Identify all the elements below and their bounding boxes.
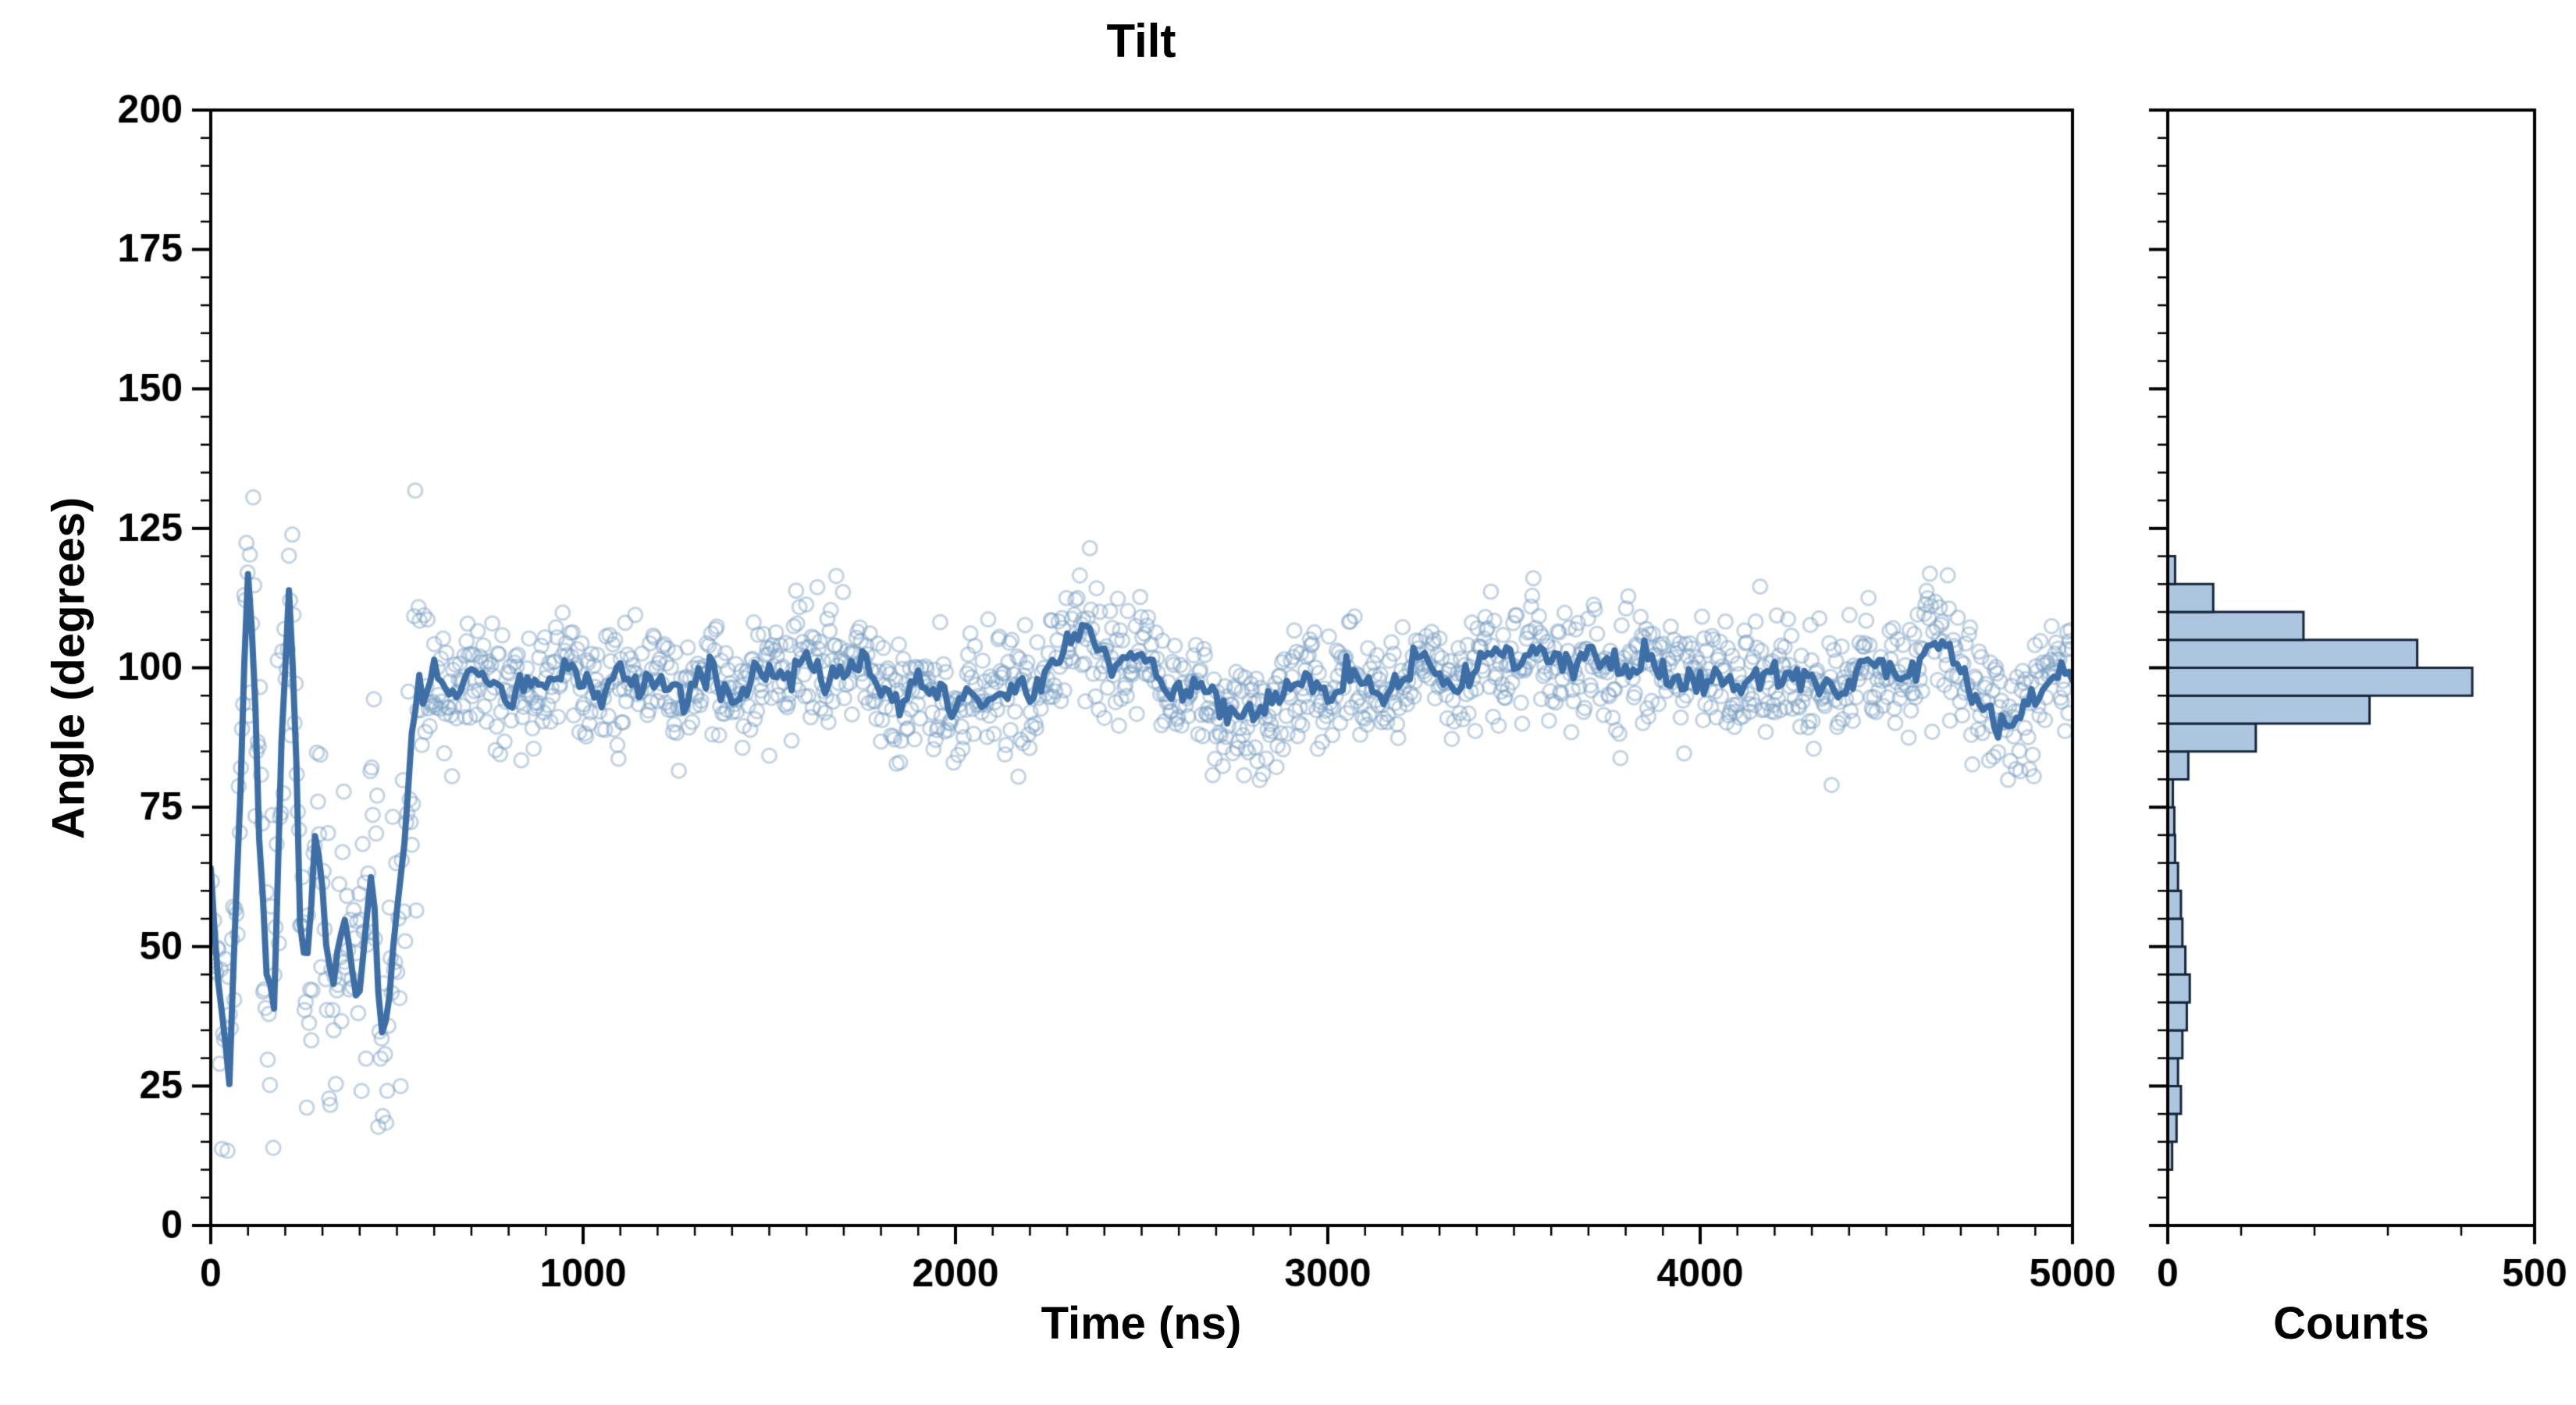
hist-x-axis-label: Counts (2273, 1298, 2429, 1349)
y-axis-label: Angle (degrees) (43, 496, 94, 840)
chart-title: Tilt (1106, 15, 1176, 67)
x-axis-label: Time (ns) (1041, 1298, 1242, 1349)
